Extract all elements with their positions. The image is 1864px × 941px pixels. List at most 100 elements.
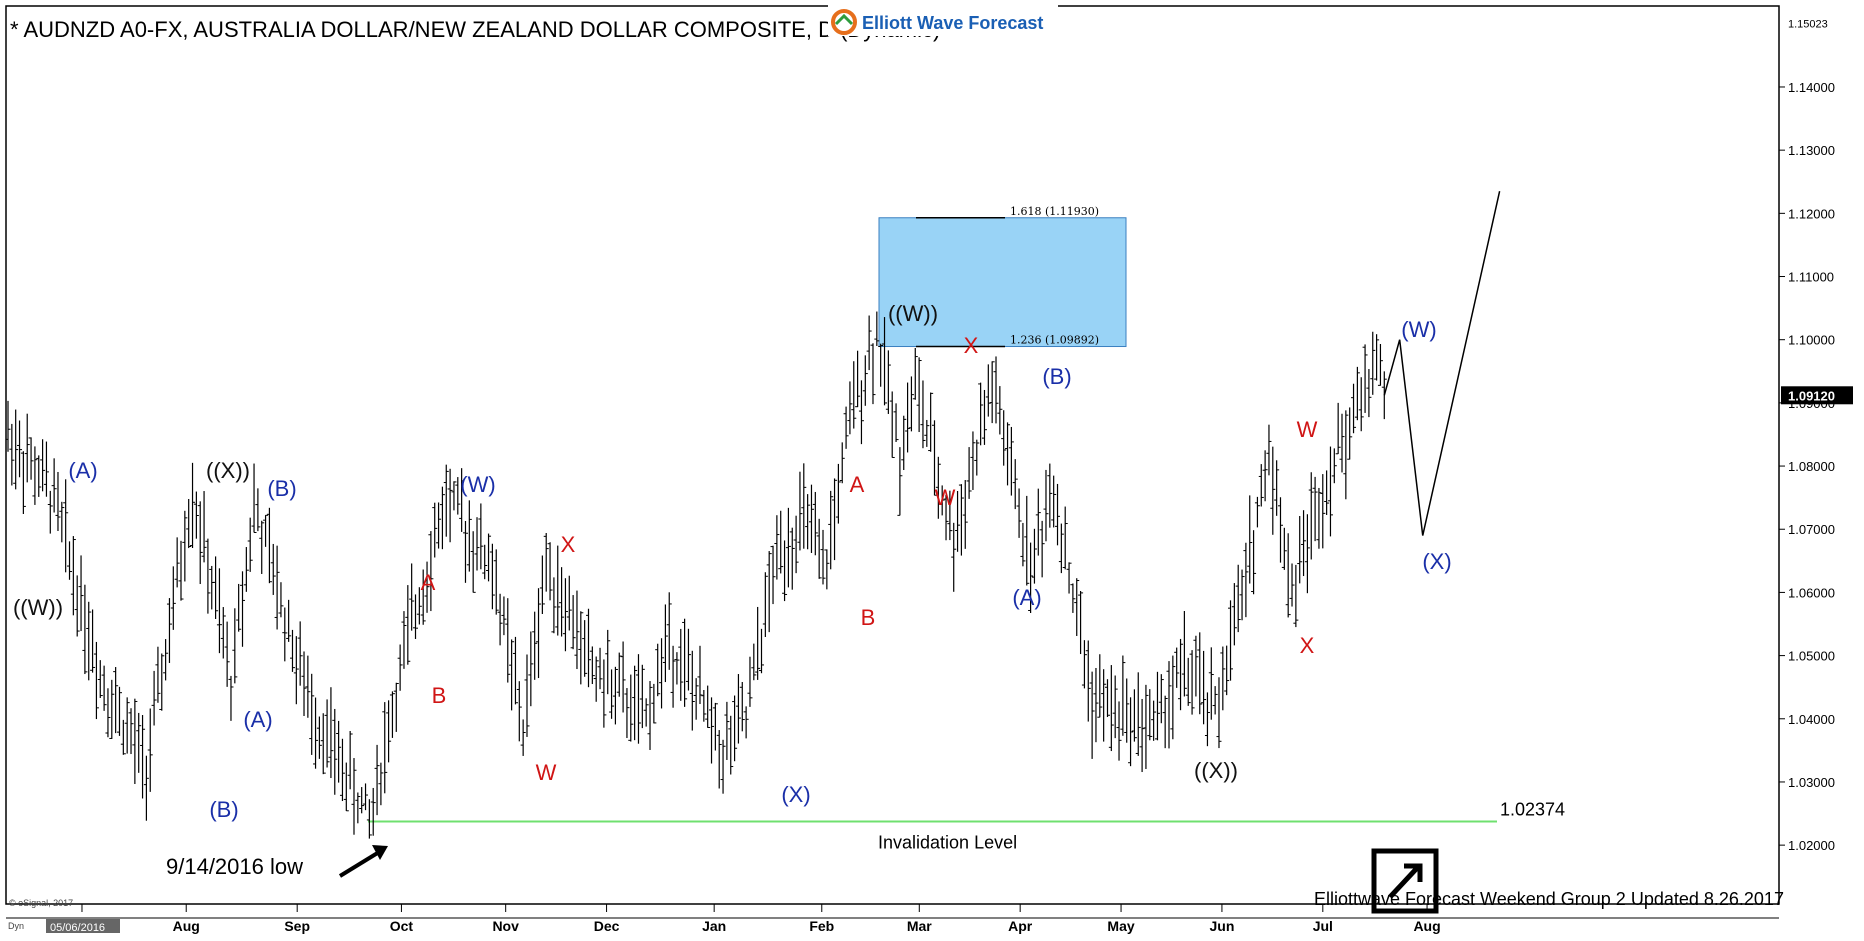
wave-label: ((W))	[888, 301, 938, 326]
price-bars	[5, 311, 1387, 839]
ohlc-bar	[393, 682, 399, 732]
ohlc-bar	[878, 343, 884, 387]
ohlc-bar	[401, 611, 407, 669]
ohlc-bar	[147, 708, 153, 792]
wave-label: (W)	[1401, 317, 1436, 342]
ohlc-bar	[724, 701, 730, 760]
ohlc-bar	[843, 406, 849, 449]
ohlc-bar	[1204, 692, 1210, 747]
ohlc-bar	[1016, 488, 1022, 538]
ohlc-bar	[1324, 470, 1330, 515]
ohlc-bar	[366, 799, 372, 839]
ohlc-bar	[939, 485, 945, 516]
ohlc-bar	[862, 355, 868, 406]
ohlc-bar	[981, 389, 987, 445]
ohlc-bar	[74, 575, 80, 637]
ohlc-bar	[105, 688, 111, 738]
ohlc-bar	[808, 484, 814, 553]
ohlc-bar	[243, 547, 249, 592]
wave-label: (A)	[243, 707, 272, 732]
ohlc-bar	[1243, 542, 1249, 618]
fibonacci-zone: 1.618 (1.11930) 1.236 (1.09892)	[878, 205, 1127, 348]
ohlc-bar	[1174, 647, 1180, 688]
ohlc-bar	[201, 491, 207, 563]
wave-label: ((W))	[13, 595, 63, 620]
ohlc-bar	[536, 588, 542, 679]
ohlc-bar	[689, 650, 695, 731]
ohlc-bar	[682, 618, 688, 707]
ohlc-bar	[1062, 506, 1068, 570]
ohlc-bar	[574, 590, 580, 670]
ohlc-bar	[1212, 686, 1218, 715]
logo-arrow-icon	[834, 13, 854, 26]
ohlc-bar	[1277, 497, 1283, 563]
ohlc-bar	[205, 538, 211, 614]
ohlc-bar	[889, 391, 895, 458]
ohlc-bar	[474, 517, 480, 571]
ohlc-bar	[516, 681, 522, 742]
x-tick-label: Aug	[173, 918, 200, 934]
logo-backdrop	[828, 4, 1058, 36]
ohlc-bar	[985, 364, 991, 417]
y-tick-label: 1.05000	[1788, 649, 1835, 664]
ohlc-bar	[882, 317, 888, 406]
ohlc-bar	[270, 543, 276, 595]
ohlc-bar	[1051, 475, 1057, 528]
ohlc-bar	[36, 455, 42, 497]
ohlc-bar	[835, 463, 841, 524]
ohlc-bar	[1224, 645, 1230, 696]
ohlc-bar	[751, 643, 757, 681]
ohlc-bar	[174, 537, 180, 588]
logo-ring-icon	[831, 9, 857, 35]
ohlc-bar	[778, 510, 784, 574]
ohlc-bar	[1101, 669, 1107, 742]
ohlc-bar	[1047, 463, 1053, 528]
ohlc-bar	[866, 315, 872, 371]
ohlc-bar	[1116, 701, 1122, 761]
ohlc-bar	[13, 409, 19, 490]
ohlc-bar	[455, 477, 461, 515]
current-price-label: 1.09120	[1788, 388, 1835, 403]
ohlc-bar	[747, 656, 753, 707]
ohlc-bar	[328, 687, 334, 779]
ohlc-bar	[1001, 410, 1007, 466]
ohlc-bar	[547, 542, 553, 601]
ohlc-bar	[1327, 446, 1333, 537]
ohlc-bar	[501, 596, 507, 636]
ohlc-bar	[828, 490, 834, 570]
y-tick-label: 1.03000	[1788, 775, 1835, 790]
fib-zone-box	[878, 217, 1127, 348]
ohlc-bar	[1031, 528, 1037, 584]
ohlc-bar	[193, 491, 199, 539]
start-date-badge	[46, 919, 120, 933]
ohlc-bar	[570, 595, 576, 650]
ohlc-bar	[132, 698, 138, 785]
ohlc-bar	[24, 413, 30, 483]
ohlc-bar	[670, 645, 676, 708]
ohlc-bar	[1281, 527, 1287, 570]
ohlc-bar	[97, 660, 103, 698]
ohlc-bar	[1266, 424, 1272, 476]
ohlc-bar	[659, 638, 665, 709]
ohlc-bar	[1293, 564, 1299, 628]
ohlc-bar	[186, 498, 192, 549]
ohlc-bar	[620, 641, 626, 713]
ohlc-bar	[305, 655, 311, 718]
ohlc-bar	[443, 464, 449, 537]
brand-logo: Elliott Wave Forecast	[828, 4, 1058, 36]
ohlc-bar	[278, 582, 284, 618]
ohlc-bar	[236, 583, 242, 632]
wave-label: X	[964, 333, 979, 358]
ohlc-bar	[67, 541, 73, 580]
ohlc-bar	[1354, 366, 1360, 421]
ohlc-bar	[524, 654, 530, 737]
ohlc-bar	[912, 347, 918, 400]
ohlc-bar	[1039, 520, 1045, 578]
ohlc-bar	[1012, 459, 1018, 510]
ohlc-bar	[416, 587, 422, 625]
wave-label: W	[935, 485, 956, 510]
wave-label: (X)	[781, 782, 810, 807]
wave-label: W	[1297, 417, 1318, 442]
ohlc-bar	[1104, 679, 1110, 718]
ohlc-bar	[755, 606, 761, 680]
